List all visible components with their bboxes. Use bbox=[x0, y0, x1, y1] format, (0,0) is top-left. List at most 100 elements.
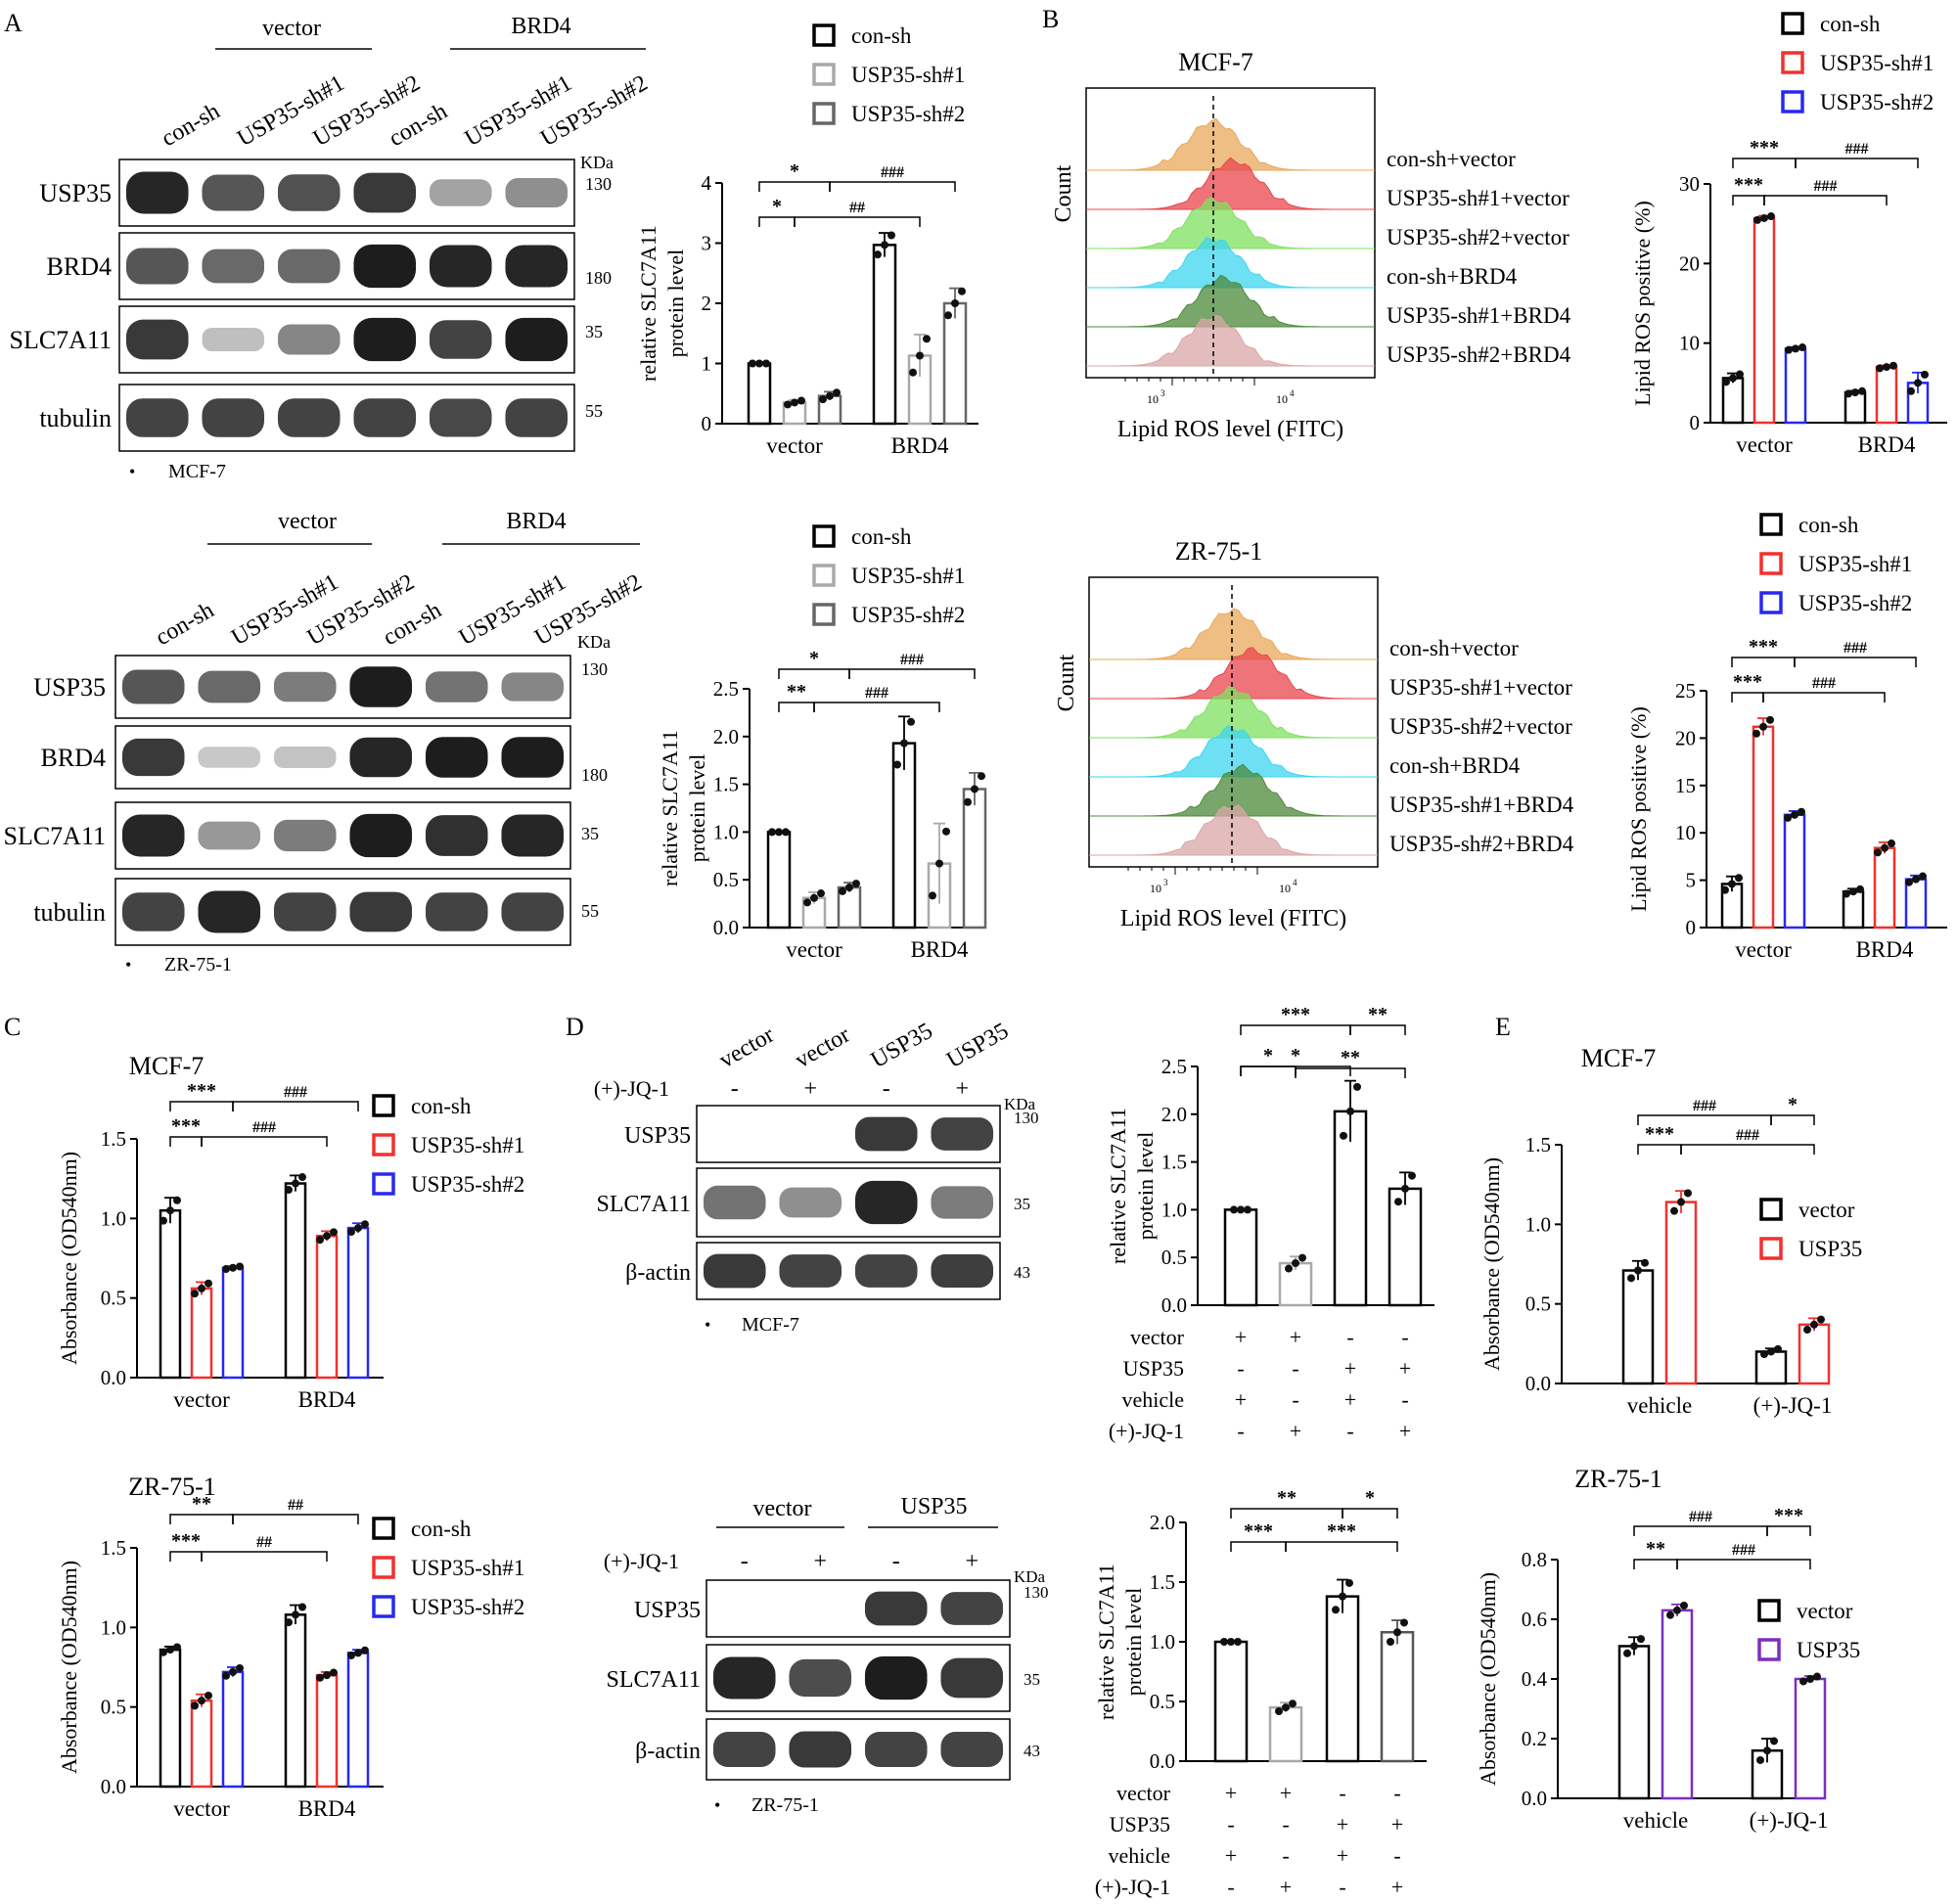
chart-e-zr: 0.0 0.2 0.4 0.6 0.8 Absorbance (OD540nm) vehic… bbox=[1476, 1465, 1860, 1833]
bullet: • bbox=[714, 1795, 720, 1815]
significance-label: ** bbox=[1368, 1004, 1388, 1025]
data-point bbox=[1806, 1675, 1814, 1683]
mw-marker: 55 bbox=[581, 901, 599, 921]
treatment-sign: - bbox=[1339, 1875, 1345, 1899]
x-category-label: BRD4 bbox=[298, 1387, 356, 1412]
significance-bracket bbox=[232, 1101, 359, 1111]
blot-band bbox=[277, 174, 341, 211]
cell-line-label: MCF-7 bbox=[742, 1314, 799, 1336]
y-tick-label: 4 bbox=[702, 171, 712, 195]
blot-frame bbox=[118, 159, 575, 227]
protein-label: USP35 bbox=[624, 1123, 691, 1149]
legend-swatch bbox=[1781, 12, 1804, 35]
blot-band bbox=[429, 179, 492, 206]
legend-swatch bbox=[1759, 591, 1783, 614]
data-point bbox=[1332, 1606, 1340, 1614]
blot-band bbox=[429, 245, 492, 288]
significance-label: * bbox=[790, 160, 799, 182]
blot-band bbox=[940, 1732, 1004, 1767]
data-point bbox=[929, 891, 936, 900]
flow-tick-exp: 4 bbox=[1293, 878, 1297, 887]
x-category-label: (+)-JQ-1 bbox=[1753, 1393, 1833, 1418]
bar bbox=[1621, 1269, 1655, 1385]
flow-sample-label: con-sh+vector bbox=[1389, 636, 1519, 660]
data-point bbox=[236, 1663, 244, 1672]
data-point bbox=[951, 299, 959, 307]
bar bbox=[1784, 347, 1807, 425]
data-point bbox=[1792, 344, 1799, 353]
legend-swatch bbox=[1781, 51, 1804, 74]
y-tick-label: 20 bbox=[1675, 726, 1696, 749]
bullet: • bbox=[705, 1315, 710, 1335]
y-tick-label: 0.5 bbox=[101, 1287, 126, 1310]
flow-tick-label: 10 bbox=[1279, 882, 1291, 895]
treatment-row-label: vehicle bbox=[1108, 1843, 1170, 1868]
data-point bbox=[944, 311, 952, 320]
data-point bbox=[1387, 1638, 1394, 1646]
flow-sample-label: USP35-sh#1+BRD4 bbox=[1387, 303, 1571, 328]
blot-band bbox=[198, 747, 261, 768]
blot-d-zr: vector USP35 (+)-JQ-1 - + - + KDa USP35 130 SLC7A1… bbox=[604, 1494, 1049, 1816]
significance-label: *** bbox=[1749, 636, 1778, 657]
y-tick-label: 0 bbox=[702, 412, 712, 435]
data-point bbox=[1905, 878, 1913, 886]
data-point bbox=[935, 859, 943, 868]
chart-e-mcf7: 0.0 0.5 1.0 1.5 Absorbance (OD540nm) vehicle (… bbox=[1479, 1044, 1862, 1418]
data-point bbox=[826, 391, 834, 400]
bar bbox=[766, 831, 792, 929]
data-point bbox=[1630, 1642, 1638, 1651]
data-point bbox=[1408, 1171, 1416, 1180]
treatment-sign: - bbox=[1292, 1356, 1298, 1381]
data-point bbox=[1760, 213, 1768, 222]
lane-label: con-sh bbox=[152, 598, 218, 652]
blot-band bbox=[864, 1591, 928, 1626]
x-category-label: vector bbox=[1736, 432, 1793, 457]
flow-tick-exp: 3 bbox=[1161, 388, 1165, 398]
jq1-sign: - bbox=[731, 1076, 739, 1102]
y-tick-label: 1 bbox=[702, 352, 712, 376]
data-point bbox=[1400, 1618, 1408, 1627]
bar bbox=[1223, 1208, 1258, 1307]
data-point bbox=[354, 1224, 362, 1233]
group-label-brd4: BRD4 bbox=[506, 509, 566, 534]
y-axis-label: Lipid ROS positive (%) bbox=[1626, 706, 1651, 912]
y-tick-label: 2 bbox=[702, 292, 712, 315]
x-category-label: BRD4 bbox=[298, 1796, 356, 1821]
flow-histogram bbox=[1086, 157, 1375, 210]
bar bbox=[1325, 1595, 1360, 1763]
treatment-sign: + bbox=[1225, 1781, 1237, 1805]
blot-band bbox=[712, 1656, 776, 1700]
data-point bbox=[819, 395, 827, 404]
significance-bracket bbox=[1680, 1144, 1815, 1155]
significance-label: *** bbox=[1645, 1123, 1674, 1145]
blot-band bbox=[353, 317, 417, 362]
y-axis-label: protein level bbox=[663, 249, 688, 358]
significance-label: *** bbox=[1733, 671, 1762, 693]
data-point bbox=[298, 1173, 306, 1182]
flow-xlabel: Lipid ROS level (FITC) bbox=[1117, 417, 1343, 442]
lane-label: USP35 bbox=[942, 1019, 1013, 1074]
blot-band bbox=[429, 320, 492, 359]
chart-b-mcf7: 0 10 20 30 Lipid ROS positive (%) vector BRD4 *… bbox=[1630, 12, 1947, 457]
data-point bbox=[1766, 715, 1774, 724]
y-tick-label: 2.0 bbox=[713, 725, 739, 748]
mw-marker: 35 bbox=[1024, 1670, 1040, 1689]
data-point bbox=[797, 396, 805, 405]
data-point bbox=[1785, 345, 1793, 354]
legend-swatch bbox=[1759, 1198, 1783, 1221]
data-point bbox=[1843, 889, 1850, 898]
treatment-sign: - bbox=[1346, 1419, 1353, 1443]
y-tick-label: 2.5 bbox=[713, 677, 739, 701]
flow-sample-label: USP35-sh#1+BRD4 bbox=[1389, 793, 1574, 817]
significance-bracket bbox=[1285, 1541, 1398, 1552]
blot-band bbox=[703, 1253, 766, 1289]
legend-label: USP35-sh#1 bbox=[1798, 552, 1912, 576]
x-category-label: BRD4 bbox=[891, 433, 949, 458]
protein-label: tubulin bbox=[39, 404, 112, 432]
blot-band bbox=[425, 671, 488, 703]
significance-label: *** bbox=[1750, 137, 1779, 159]
data-point bbox=[1752, 729, 1760, 738]
significance-bracket bbox=[778, 702, 815, 712]
data-point bbox=[1767, 212, 1775, 221]
data-point bbox=[1292, 1259, 1299, 1268]
